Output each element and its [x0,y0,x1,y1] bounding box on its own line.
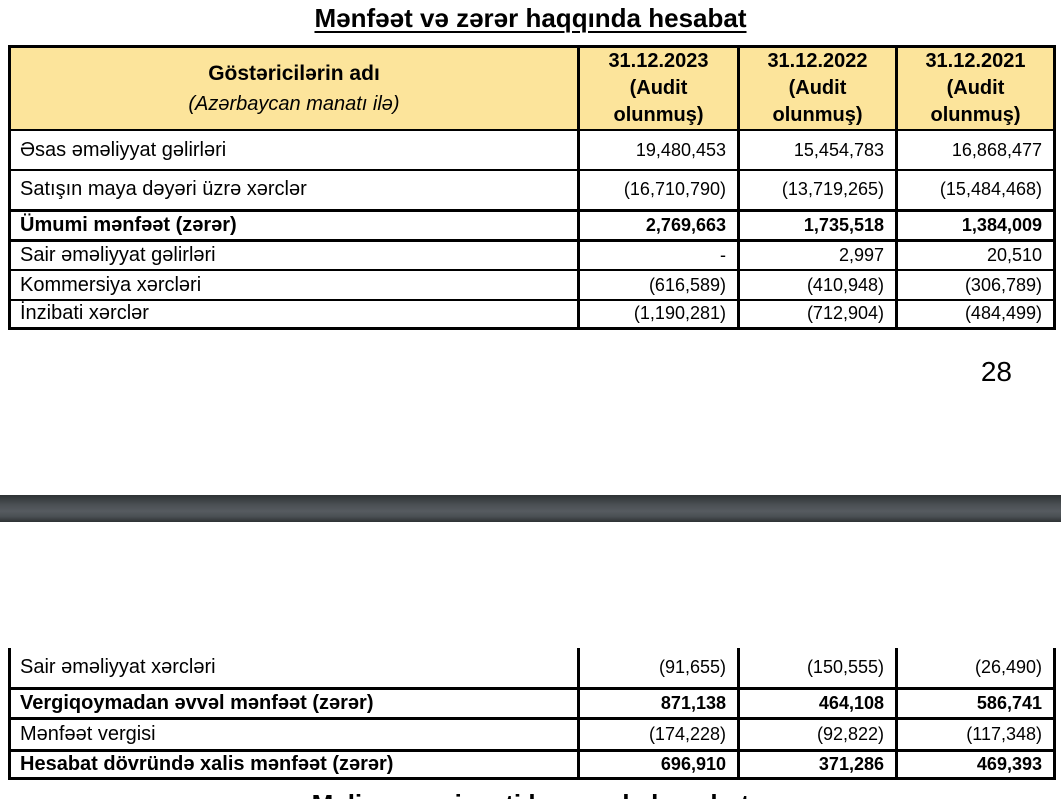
table-row: Kommersiya xərcləri (616,589) (410,948) … [8,269,1056,301]
row-label: Kommersiya xərcləri [8,269,580,301]
value-2021: (117,348) [895,717,1056,751]
value-2021: 469,393 [895,748,1056,780]
table-row: İnzibati xərclər (1,190,281) (712,904) (… [8,299,1056,330]
table-row: Sair əməliyyat xərcləri (91,655) (150,55… [8,648,1056,690]
value-2021: (26,490) [895,648,1056,690]
pnl-table-page1: Göstəricilərin adı (Azərbaycan manatı il… [8,45,1056,330]
table-header-row: Göstəricilərin adı (Azərbaycan manatı il… [8,45,1056,131]
page-number: 28 [980,356,1012,387]
value-2022: 1,735,518 [737,208,898,242]
table-row-total: Vergiqoymadan əvvəl mənfəət (zərər) 871,… [8,686,1056,720]
value-2021: (484,499) [895,299,1056,330]
table-row: Sair əməliyyat gəlirləri - 2,997 20,510 [8,239,1056,271]
value-2023: (16,710,790) [577,169,740,211]
page-gap-separator [0,495,1061,522]
value-2021: 586,741 [895,686,1056,720]
table-row: Mənfəət vergisi (174,228) (92,822) (117,… [8,717,1056,751]
header-col-2022: 31.12.2022 (Audit olunmuş) [737,45,898,131]
table-row: Satışın maya dəyəri üzrə xərclər (16,710… [8,169,1056,211]
row-label: Əsas əməliyyat gəlirləri [8,129,580,171]
value-2023: 871,138 [577,686,740,720]
value-2023: (1,190,281) [577,299,740,330]
value-2021: 16,868,477 [895,129,1056,171]
value-2023: 19,480,453 [577,129,740,171]
row-label: Sair əməliyyat xərcləri [8,648,580,690]
value-2022: 371,286 [737,748,898,780]
value-2023: 2,769,663 [577,208,740,242]
pnl-table-page2-continuation: Sair əməliyyat xərcləri (91,655) (150,55… [8,648,1056,780]
value-2021: 20,510 [895,239,1056,271]
row-label: Mənfəət vergisi [8,717,580,751]
header-name-title: Göstəricilərin adı [208,61,380,85]
value-2022: (712,904) [737,299,898,330]
value-2023: (91,655) [577,648,740,690]
value-2023: (174,228) [577,717,740,751]
table-row: Əsas əməliyyat gəlirləri 19,480,453 15,4… [8,129,1056,171]
table-row-total: Ümumi mənfəət (zərər) 2,769,663 1,735,51… [8,208,1056,242]
value-2022: (410,948) [737,269,898,301]
row-label: Sair əməliyyat gəlirləri [8,239,580,271]
header-indicator-name: Göstəricilərin adı (Azərbaycan manatı il… [8,45,580,131]
value-2022: 464,108 [737,686,898,720]
value-2023: - [577,239,740,271]
table-row-total: Hesabat dövründə xalis mənfəət (zərər) 6… [8,748,1056,780]
value-2022: (150,555) [737,648,898,690]
value-2021: (15,484,468) [895,169,1056,211]
row-label: Hesabat dövründə xalis mənfəət (zərər) [8,748,580,780]
value-2023: (616,589) [577,269,740,301]
header-col-2021: 31.12.2021 (Audit olunmuş) [895,45,1056,131]
page-title: Mənfəət və zərər haqqında hesabat [314,3,747,33]
value-2021: 1,384,009 [895,208,1056,242]
header-col-2023: 31.12.2023 (Audit olunmuş) [577,45,740,131]
value-2022: (13,719,265) [737,169,898,211]
value-2022: 2,997 [737,239,898,271]
value-2022: (92,822) [737,717,898,751]
row-label: Satışın maya dəyəri üzrə xərclər [8,169,580,211]
row-label: İnzibati xərclər [8,299,580,330]
header-name-subtitle: (Azərbaycan manatı ilə) [188,92,400,115]
value-2022: 15,454,783 [737,129,898,171]
next-section-title-clipped: Maliyyə vəziyyəti haqqında hesabat [0,789,1061,799]
value-2023: 696,910 [577,748,740,780]
row-label: Vergiqoymadan əvvəl mənfəət (zərər) [8,686,580,720]
row-label: Ümumi mənfəət (zərər) [8,208,580,242]
value-2021: (306,789) [895,269,1056,301]
